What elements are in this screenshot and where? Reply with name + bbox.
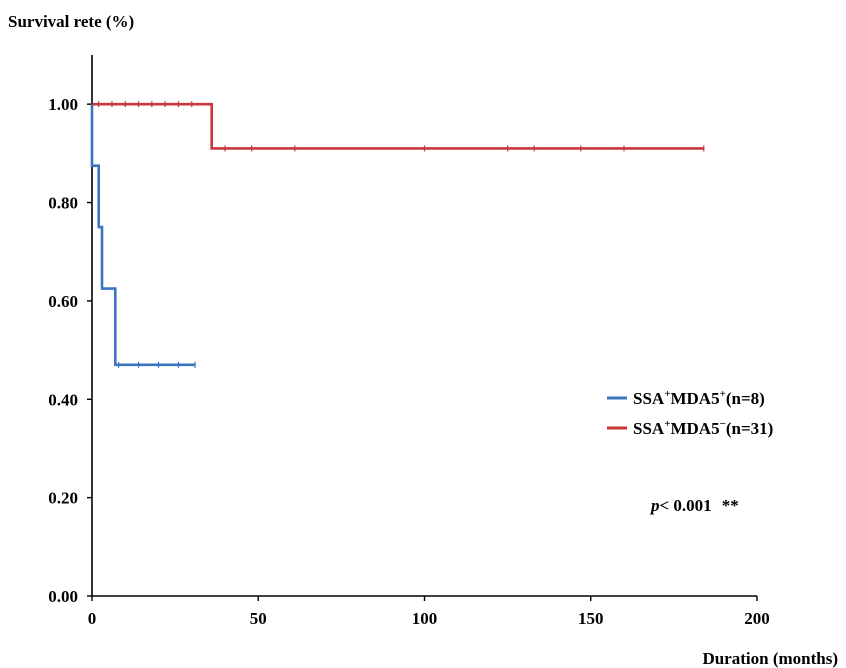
y-tick-label: 0.40	[48, 390, 78, 409]
y-tick-label: 0.00	[48, 587, 78, 606]
legend-label-1: SSA+MDA5−(n=31)	[633, 418, 773, 438]
x-tick-label: 0	[88, 609, 97, 628]
x-tick-label: 100	[412, 609, 438, 628]
y-tick-label: 0.20	[48, 489, 78, 508]
y-tick-label: 1.00	[48, 95, 78, 114]
y-axis-label: Survival rete (%)	[8, 12, 134, 31]
x-tick-label: 50	[250, 609, 267, 628]
x-axis-label: Duration (months)	[702, 649, 838, 668]
y-tick-label: 0.80	[48, 194, 78, 213]
y-tick-label: 0.60	[48, 292, 78, 311]
series-line-1	[92, 102, 704, 150]
legend: SSA+MDA5+(n=8) SSA+MDA5−(n=31)	[607, 388, 773, 438]
series-layer	[90, 101, 705, 368]
x-tick-label: 150	[578, 609, 604, 628]
x-ticks: 0 50 100 150 200	[88, 596, 770, 628]
x-tick-label: 200	[744, 609, 770, 628]
series-line-0	[90, 104, 196, 367]
y-ticks: 0.00 0.20 0.40 0.60 0.80 1.00	[48, 95, 92, 606]
legend-label-0: SSA+MDA5+(n=8)	[633, 388, 765, 408]
p-value-annotation: p< 0.001 **	[649, 496, 739, 515]
